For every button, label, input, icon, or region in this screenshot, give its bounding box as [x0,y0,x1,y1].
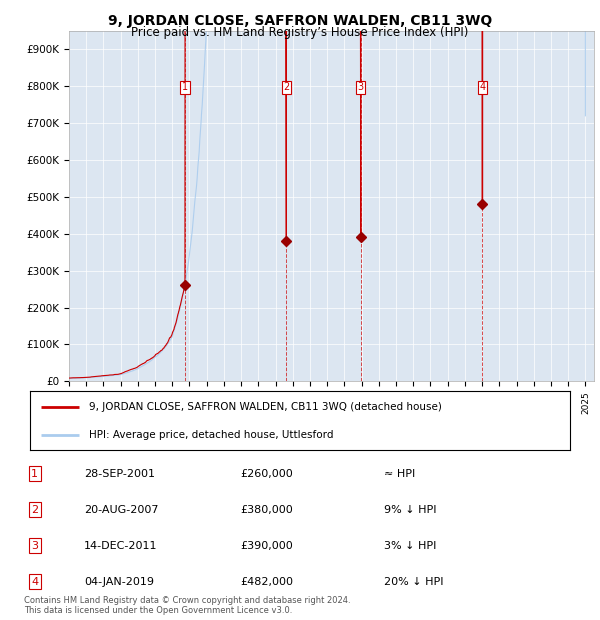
Text: 20-AUG-2007: 20-AUG-2007 [84,505,158,515]
Text: 3% ↓ HPI: 3% ↓ HPI [384,541,436,551]
Text: 2: 2 [31,505,38,515]
Text: £260,000: £260,000 [240,469,293,479]
Text: 9, JORDAN CLOSE, SAFFRON WALDEN, CB11 3WQ (detached house): 9, JORDAN CLOSE, SAFFRON WALDEN, CB11 3W… [89,402,442,412]
Text: £390,000: £390,000 [240,541,293,551]
Text: 14-DEC-2011: 14-DEC-2011 [84,541,157,551]
Text: 3: 3 [31,541,38,551]
Text: Contains HM Land Registry data © Crown copyright and database right 2024.
This d: Contains HM Land Registry data © Crown c… [24,596,350,615]
Text: 9, JORDAN CLOSE, SAFFRON WALDEN, CB11 3WQ: 9, JORDAN CLOSE, SAFFRON WALDEN, CB11 3W… [108,14,492,28]
Text: 4: 4 [31,577,38,587]
Text: £482,000: £482,000 [240,577,293,587]
Text: ≈ HPI: ≈ HPI [384,469,415,479]
Text: 2: 2 [283,82,290,92]
Text: 4: 4 [479,82,485,92]
Text: 1: 1 [31,469,38,479]
Text: 3: 3 [358,82,364,92]
Text: Price paid vs. HM Land Registry’s House Price Index (HPI): Price paid vs. HM Land Registry’s House … [131,26,469,39]
Text: £380,000: £380,000 [240,505,293,515]
Text: 28-SEP-2001: 28-SEP-2001 [84,469,155,479]
Text: 20% ↓ HPI: 20% ↓ HPI [384,577,443,587]
Text: 9% ↓ HPI: 9% ↓ HPI [384,505,437,515]
Text: 1: 1 [182,82,188,92]
Text: HPI: Average price, detached house, Uttlesford: HPI: Average price, detached house, Uttl… [89,430,334,440]
Text: 04-JAN-2019: 04-JAN-2019 [84,577,154,587]
